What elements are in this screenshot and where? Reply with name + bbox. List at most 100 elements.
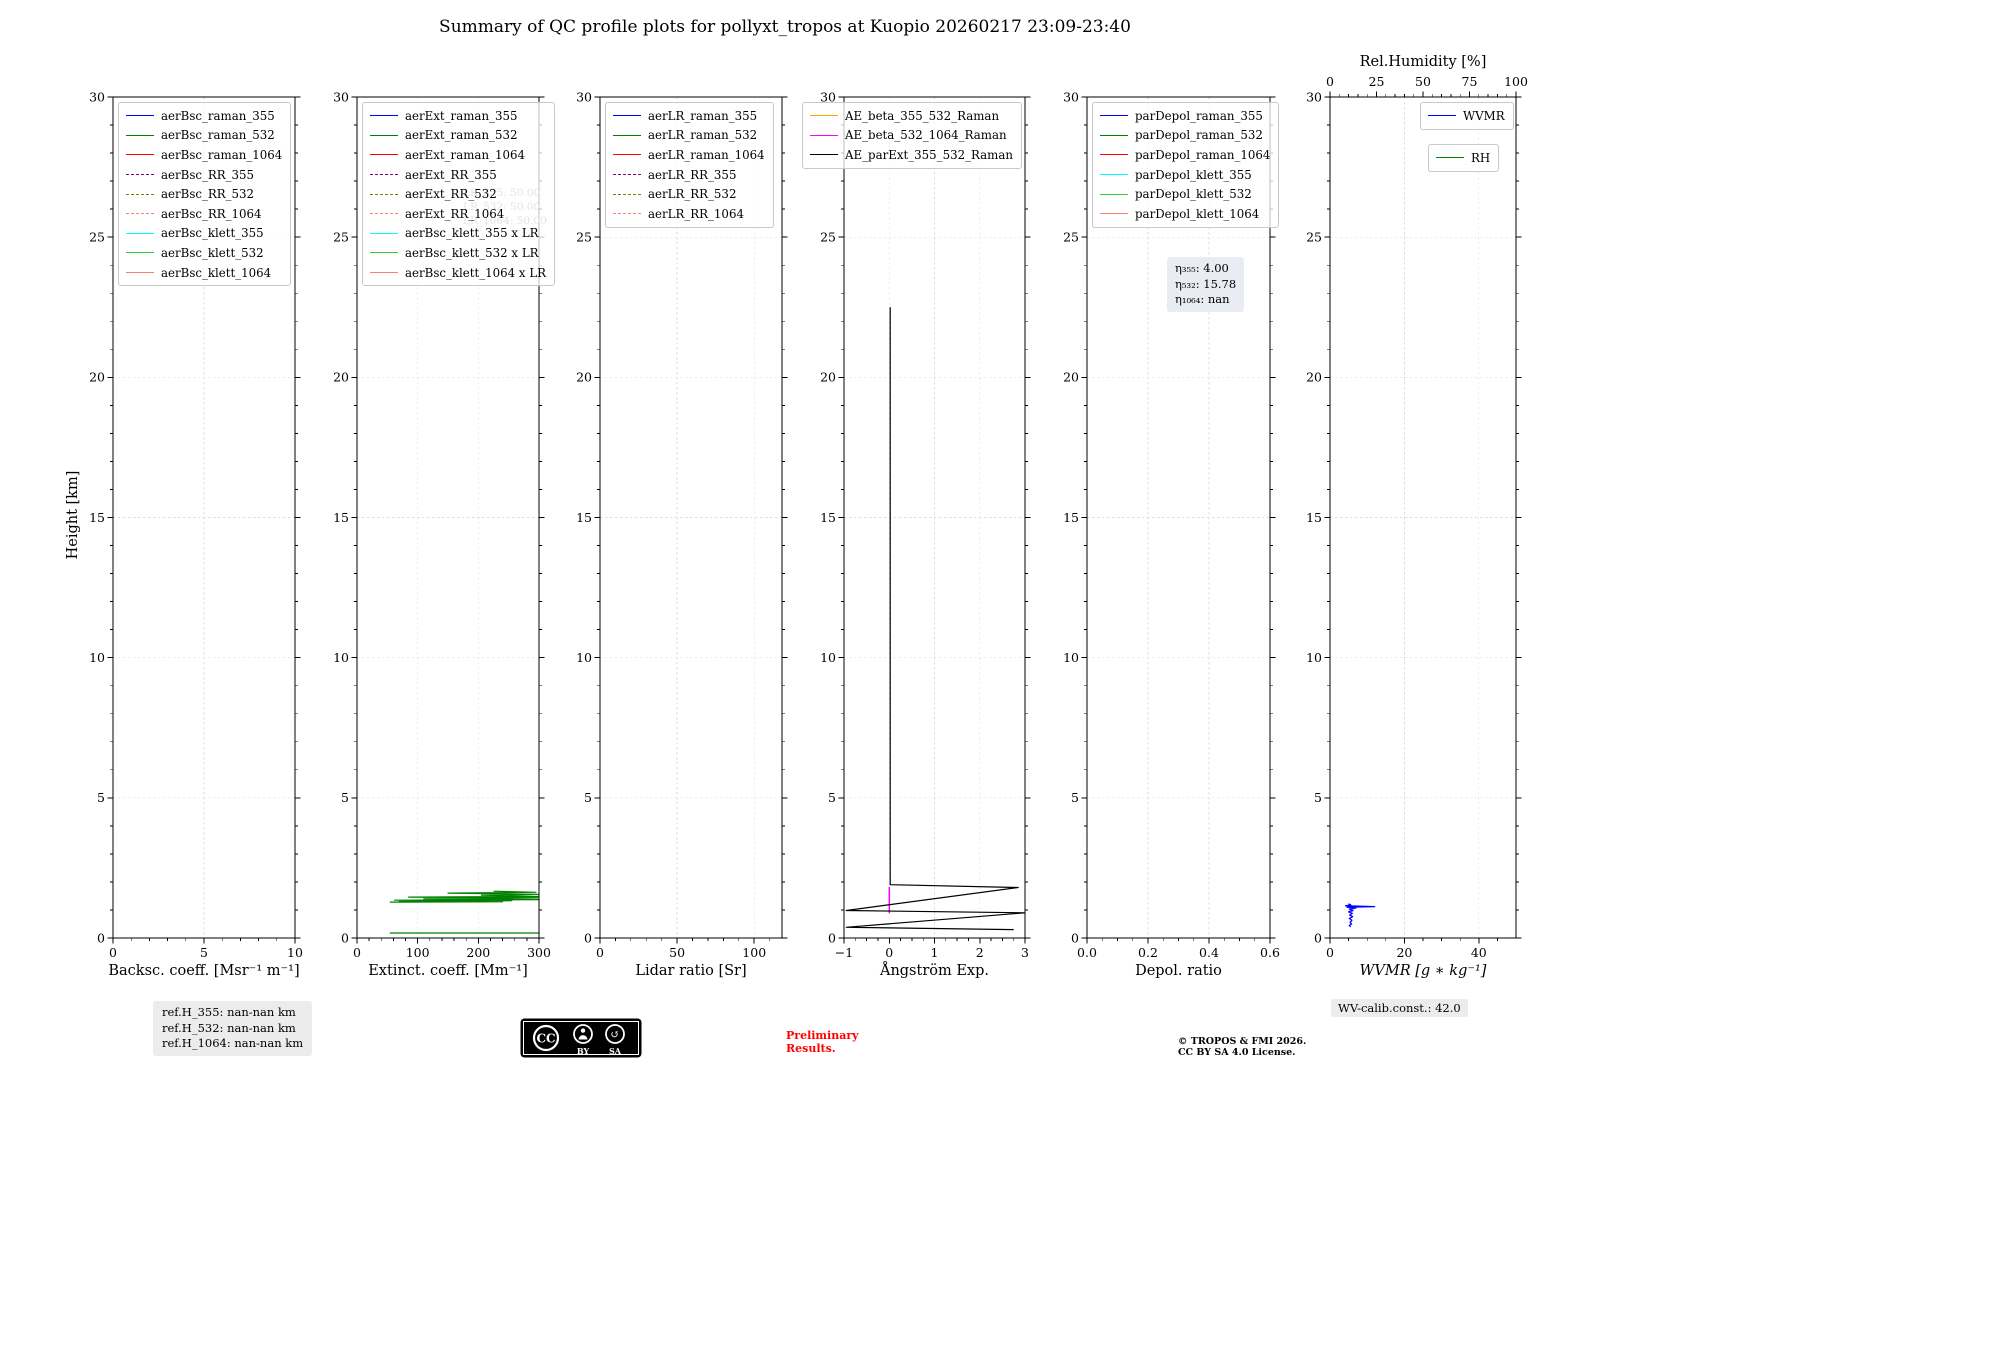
legend-label: aerBsc_klett_532 x LR	[405, 245, 539, 260]
legend-item: aerExt_RR_355	[370, 165, 546, 185]
legend-backscatter: aerBsc_raman_355 aerBsc_raman_532 aerBsc_r…	[118, 102, 292, 287]
tick-label: 20	[333, 370, 349, 385]
legend-label: aerLR_RR_532	[648, 187, 737, 202]
tick-label: 25	[1063, 230, 1079, 245]
tick-label: 30	[89, 89, 105, 104]
legend-label: aerBsc_raman_355	[161, 108, 275, 123]
legend-label: aerExt_raman_1064	[405, 147, 525, 162]
legend-item: aerLR_RR_532	[613, 184, 765, 204]
x-axis-label-lidar-ratio: Lidar ratio [Sr]	[635, 963, 746, 979]
legend-lidar-ratio: aerLR_raman_355 aerLR_raman_532 aerLR_rama…	[605, 102, 774, 228]
legend-label: aerBsc_RR_532	[161, 187, 255, 202]
tick-label: −1	[835, 945, 853, 960]
tick-label: 25	[1306, 230, 1322, 245]
tick-label: 25	[820, 230, 836, 245]
legend-item: parDepol_klett_1064	[1100, 204, 1270, 224]
legend-item: aerBsc_klett_355 x LR	[370, 224, 546, 244]
tick-label: 15	[820, 510, 836, 525]
tick-label: 15	[576, 510, 592, 525]
tick-label: 75	[1462, 74, 1478, 89]
tick-label: 25	[333, 230, 349, 245]
by-text: BY	[577, 1046, 590, 1056]
tick-label: 20	[1396, 945, 1412, 960]
legend-item: aerBsc_klett_1064	[126, 263, 282, 283]
legend-line-sample	[370, 252, 398, 254]
by-circle-icon	[573, 1024, 593, 1044]
tick-label: 1	[931, 945, 939, 960]
series-AE_parExt_355_532_Raman	[845, 307, 1026, 931]
tick-label: 10	[333, 650, 349, 665]
tick-label: 0	[584, 930, 592, 945]
legend-label: aerBsc_raman_532	[161, 128, 275, 143]
x-axis-label-backscatter: Backsc. coeff. [Msr⁻¹ m⁻¹]	[108, 963, 299, 979]
tick-label: 10	[287, 945, 303, 960]
eta-355-value: η₃₅₅: 4.00	[1175, 261, 1229, 275]
tick-label: 200	[466, 945, 490, 960]
tick-label: 15	[333, 510, 349, 525]
tick-label: 10	[820, 650, 836, 665]
legend-line-sample	[1100, 154, 1128, 156]
tick-label: 20	[576, 370, 592, 385]
legend-item: parDepol_raman_1064	[1100, 145, 1270, 165]
legend-line-sample	[613, 134, 641, 136]
tick-label: 10	[576, 650, 592, 665]
legend-item: aerBsc_raman_532	[126, 126, 282, 146]
legend-extinction: aerExt_raman_355 aerExt_raman_532 aerExt_r…	[362, 102, 556, 287]
tick-label: 15	[89, 510, 105, 525]
legend-item: aerExt_raman_1064	[370, 145, 546, 165]
tick-label: 100	[742, 945, 766, 960]
tick-label: 0	[109, 945, 117, 960]
tick-label: 30	[576, 89, 592, 104]
legend-label: parDepol_klett_355	[1135, 167, 1252, 182]
legend-line-sample	[613, 154, 641, 156]
legend-label: aerLR_raman_532	[648, 128, 758, 143]
legend-item: parDepol_raman_355	[1100, 106, 1270, 126]
tick-label: 0	[341, 930, 349, 945]
tick-label: 0	[828, 930, 836, 945]
x-axis-label-depol: Depol. ratio	[1135, 963, 1222, 979]
legend-label: aerBsc_klett_1064 x LR	[405, 265, 547, 280]
legend-item: aerBsc_RR_1064	[126, 204, 282, 224]
legend-item: aerLR_RR_1064	[613, 204, 765, 224]
legend-item: AE_beta_532_1064_Raman	[810, 126, 1013, 146]
tick-label: 0	[97, 930, 105, 945]
tick-label: 20	[820, 370, 836, 385]
legend-line-sample	[1436, 157, 1464, 159]
legend-label: parDepol_klett_1064	[1135, 206, 1260, 221]
legend-item: aerExt_RR_1064	[370, 204, 546, 224]
legend-line-sample	[370, 154, 398, 156]
legend-item: aerExt_raman_355	[370, 106, 546, 126]
y-axis-label: Height [km]	[65, 470, 81, 560]
tick-label: 0	[1326, 945, 1334, 960]
legend-item: aerLR_raman_532	[613, 126, 765, 146]
ref-height-1064: ref.H_1064: nan-nan km	[162, 1036, 304, 1050]
tick-label: 20	[89, 370, 105, 385]
legend-item: aerBsc_raman_355	[126, 106, 282, 126]
legend-angstrom: AE_beta_355_532_Raman AE_beta_532_1064_Ra…	[802, 102, 1022, 169]
series-WVMR	[1344, 903, 1376, 928]
person-head-icon	[580, 1028, 586, 1033]
legend-label: parDepol_klett_532	[1135, 187, 1252, 202]
tick-label: 0.2	[1138, 945, 1158, 960]
copyright-line-2: CC BY SA 4.0 License.	[1178, 1047, 1296, 1058]
legend-label: aerBsc_klett_1064	[161, 265, 272, 280]
tick-label: 0	[1071, 930, 1079, 945]
legend-item: aerBsc_RR_532	[126, 184, 282, 204]
sa-circle-icon	[605, 1024, 625, 1044]
tick-label: 30	[820, 89, 836, 104]
tick-label: 0.0	[1077, 945, 1097, 960]
tick-label: 25	[1369, 74, 1385, 89]
eta-532-value: η₅₃₂: 15.78	[1175, 276, 1237, 291]
tick-label: 20	[1306, 370, 1322, 385]
tick-label: 5	[1071, 790, 1079, 805]
copyright-note: © TROPOS & FMI 2026. CC BY SA 4.0 Licens…	[1178, 1036, 1306, 1058]
legend-item: aerExt_RR_532	[370, 184, 546, 204]
legend-item: aerLR_raman_355	[613, 106, 765, 126]
legend-item: parDepol_klett_532	[1100, 184, 1270, 204]
legend-label: aerExt_raman_355	[405, 108, 518, 123]
cc-badge-inner-border	[523, 1021, 639, 1055]
legend-item: AE_beta_355_532_Raman	[810, 106, 1013, 126]
legend-label: aerLR_raman_1064	[648, 147, 765, 162]
